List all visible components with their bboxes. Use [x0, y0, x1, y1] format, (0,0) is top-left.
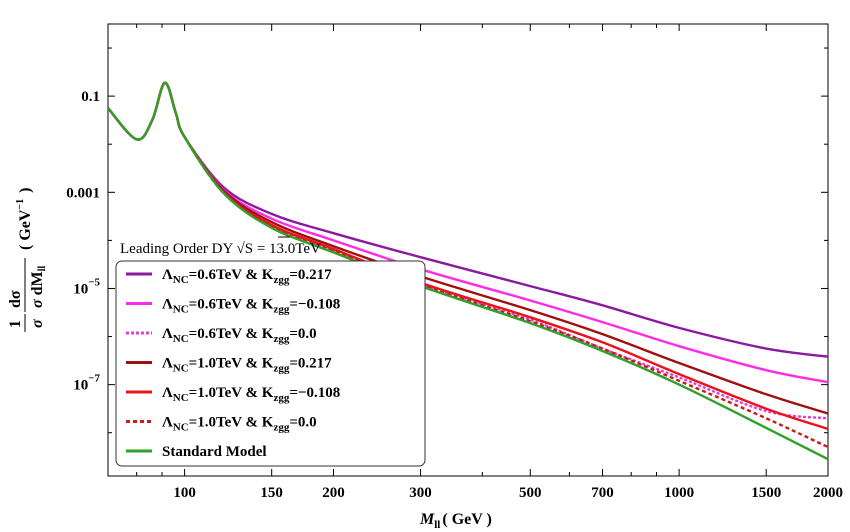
legend-label: Standard Model — [162, 444, 267, 460]
y-axis-dm-sub: ll — [37, 266, 48, 272]
legend-label: ΛNC=0.6TeV & Kzgg=−0.108 — [162, 297, 340, 316]
plot-frame — [107, 23, 829, 477]
svg-text:Leading Order DY √S = 13.0TeV: Leading Order DY √S = 13.0TeV — [120, 241, 321, 257]
y-axis-sigma-denominator: σ — [29, 299, 46, 308]
x-tick-label: 700 — [591, 485, 614, 501]
y-tick-label: 10−5 — [73, 276, 100, 297]
x-axis-rest: ( GeV ) — [442, 511, 491, 528]
legend-label: ΛNC=0.6TeV & Kzgg=0.0 — [162, 326, 317, 345]
legend-item-magenta-dashed: ΛNC=0.6TeV & Kzgg=0.0 — [126, 326, 317, 345]
x-axis-sub: ll — [434, 519, 440, 531]
svg-text:( GeV−1): ( GeV−1) — [15, 188, 34, 250]
y-tick-label: 0.1 — [81, 89, 100, 105]
legend-item-purple: ΛNC=0.6TeV & Kzgg=0.217 — [126, 267, 332, 286]
annotation-s: S — [245, 241, 253, 257]
x-tick-label: 500 — [519, 485, 542, 501]
y-axis-sigma: σ — [29, 319, 46, 328]
annotation-value: = 13.0TeV — [253, 241, 321, 257]
legend-label: ΛNC=1.0TeV & Kzgg=−0.108 — [162, 385, 340, 404]
svg-text:Mll( GeV ): Mll( GeV ) — [419, 511, 492, 531]
legend-label: ΛNC=0.6TeV & Kzgg=0.217 — [162, 267, 332, 286]
x-tick-label: 2000 — [813, 485, 843, 501]
legend-label: ΛNC=1.0TeV & Kzgg=0.217 — [162, 356, 332, 375]
y-axis-title: 1 σ dσ σ dMll ( GeV−1) — [7, 188, 48, 332]
legend-item-standard-model: Standard Model — [126, 444, 267, 460]
y-tick-label: 0.001 — [66, 185, 100, 201]
svg-text:σ dMll: σ dMll — [29, 266, 48, 308]
y-axis-unit-close: ) — [17, 188, 34, 193]
legend-item-red-dashed: ΛNC=1.0TeV & Kzgg=0.0 — [126, 415, 317, 434]
annotation-text: Leading Order DY — [120, 241, 233, 257]
legend-label: ΛNC=1.0TeV & Kzgg=0.0 — [162, 415, 317, 434]
y-axis-dm: dM — [29, 271, 46, 295]
axis-ticks: 100 150 200 300 500 700 1000 1500 2000 0.1 0.001 10… — [66, 24, 843, 501]
series-line-standard-model — [107, 81, 829, 461]
x-tick-label: 1500 — [751, 485, 781, 501]
x-axis-var: M — [419, 511, 435, 528]
x-tick-label: 300 — [409, 485, 432, 501]
legend-item-dark-red: ΛNC=1.0TeV & Kzgg=0.217 — [126, 356, 332, 375]
x-tick-label: 100 — [173, 485, 196, 501]
x-tick-label: 1000 — [664, 485, 694, 501]
curves — [107, 81, 829, 461]
x-tick-label: 150 — [260, 485, 283, 501]
y-axis-dsigma: dσ — [7, 290, 24, 308]
legend-item-magenta: ΛNC=0.6TeV & Kzgg=−0.108 — [126, 297, 340, 316]
y-axis-numerator-one: 1 — [7, 320, 24, 328]
legend: ΛNC=0.6TeV & Kzgg=0.217 ΛNC=0.6TeV & Kzgg… — [115, 260, 426, 467]
y-axis-unit: ( GeV — [17, 209, 34, 250]
x-tick-label: 200 — [322, 485, 345, 501]
y-axis-unit-exp: −1 — [15, 199, 26, 210]
x-axis-title: Mll( GeV ) — [419, 511, 492, 531]
y-tick-label: 10−7 — [73, 373, 100, 394]
legend-item-red: ΛNC=1.0TeV & Kzgg=−0.108 — [126, 385, 340, 404]
annotation-sqrt: √ — [236, 241, 245, 257]
annotation: Leading Order DY √S = 13.0TeV — [120, 236, 321, 257]
legend-box — [115, 260, 426, 467]
